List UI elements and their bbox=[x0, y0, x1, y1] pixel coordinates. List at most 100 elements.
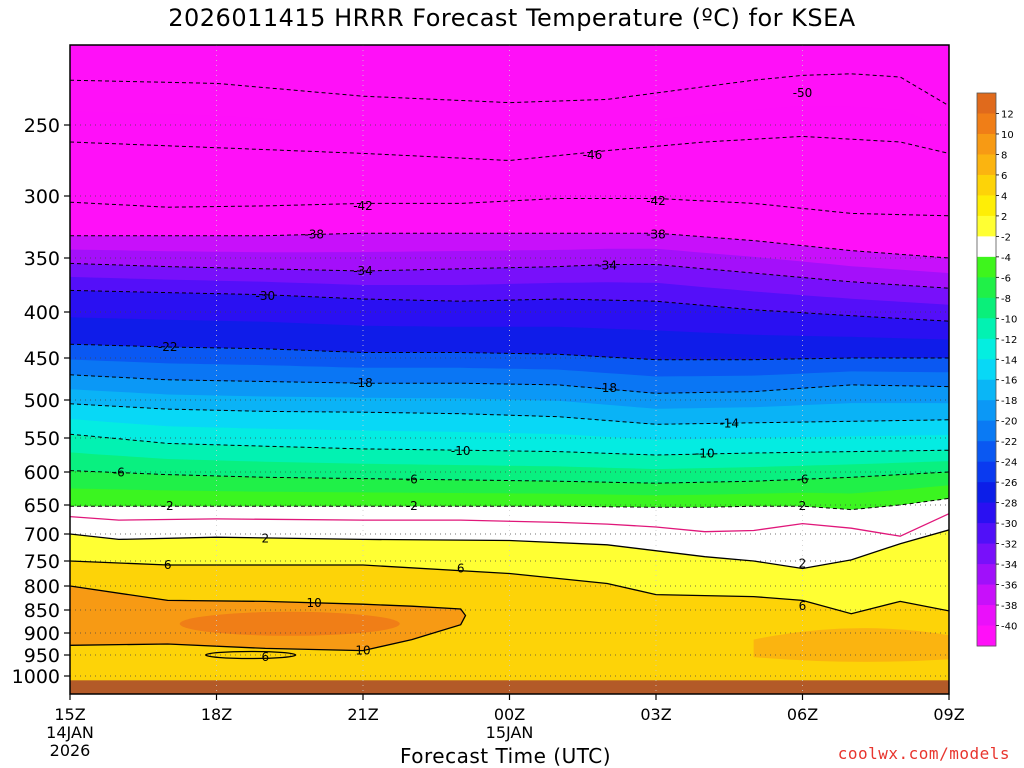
colorbar-cell-15 bbox=[977, 400, 996, 422]
xtick-label-03Z: 03Z bbox=[640, 705, 671, 724]
xtick-sublabel-15JAN: 15JAN bbox=[486, 723, 534, 742]
isotherm--18 bbox=[70, 374, 949, 394]
colorbar-label-15: -20 bbox=[1001, 417, 1017, 428]
isotherm-6 bbox=[70, 560, 949, 615]
credit-link[interactable]: coolwx.com/models bbox=[837, 744, 1010, 763]
ytick-label-450: 450 bbox=[24, 348, 60, 370]
colorbar-cell-5 bbox=[977, 195, 996, 217]
colorbar-label-22: -34 bbox=[1001, 560, 1017, 571]
isotherm-label-19: -2 bbox=[406, 499, 418, 513]
colorbar-cell-20 bbox=[977, 502, 996, 524]
ytick-label-500: 500 bbox=[24, 390, 60, 412]
warm-core-inner bbox=[179, 611, 400, 636]
isotherm-label-9: -22 bbox=[158, 340, 178, 354]
isotherm-label-4: -38 bbox=[304, 227, 324, 241]
xtick-label-15Z: 15Z bbox=[54, 705, 85, 724]
subband-3 bbox=[70, 317, 949, 360]
xtick-label-21Z: 21Z bbox=[347, 705, 378, 724]
colorbar-cell-26 bbox=[977, 625, 996, 647]
colorbar-label-21: -32 bbox=[1001, 540, 1017, 551]
xtick-sublabel-14JAN: 14JAN bbox=[46, 723, 94, 742]
isotherm--46 bbox=[70, 135, 949, 162]
ytick-label-300: 300 bbox=[24, 186, 60, 208]
subband-1 bbox=[70, 248, 949, 289]
subband-0 bbox=[70, 105, 949, 161]
xtick-label-18Z: 18Z bbox=[201, 705, 232, 724]
isotherm-label-26: 10 bbox=[307, 596, 322, 610]
colorbar-label-0: 12 bbox=[1001, 109, 1014, 120]
colorbar-cell-18 bbox=[977, 461, 996, 483]
colorbar-cell-13 bbox=[977, 359, 996, 381]
colorbar-label-3: 6 bbox=[1001, 171, 1007, 182]
subband-2 bbox=[70, 276, 949, 322]
colorbar-label-11: -12 bbox=[1001, 335, 1017, 346]
subband-6 bbox=[70, 419, 949, 455]
isotherm-6-small bbox=[205, 650, 297, 660]
subband-8 bbox=[70, 485, 949, 510]
isotherm-label-28: 6 bbox=[262, 650, 270, 664]
ytick-label-900: 900 bbox=[24, 623, 60, 645]
subband-7 bbox=[70, 452, 949, 484]
ytick-label-600: 600 bbox=[24, 462, 60, 484]
isotherm-label-21: 2 bbox=[262, 531, 270, 545]
ytick-label-650: 650 bbox=[24, 495, 60, 517]
colorbar-cell-9 bbox=[977, 277, 996, 299]
colorbar-cell-21 bbox=[977, 523, 996, 545]
colorbar-label-6: -2 bbox=[1001, 232, 1011, 243]
colorbar-cell-6 bbox=[977, 215, 996, 237]
band-above-6 bbox=[70, 561, 949, 694]
isotherm-label-8: -30 bbox=[256, 289, 276, 303]
colorbar-cell-11 bbox=[977, 318, 996, 340]
isotherm-label-15: -6 bbox=[113, 466, 125, 480]
isotherm-label-27: 10 bbox=[355, 644, 370, 658]
isotherm-label-14: -10 bbox=[695, 447, 715, 461]
ytick-label-350: 350 bbox=[24, 248, 60, 270]
colorbar-label-19: -28 bbox=[1001, 499, 1017, 510]
colorbar-cell-1 bbox=[977, 113, 996, 135]
colorbar-label-20: -30 bbox=[1001, 519, 1017, 530]
colorbar-cell-7 bbox=[977, 236, 996, 258]
colorbar-cell-23 bbox=[977, 564, 996, 586]
colorbar-label-2: 8 bbox=[1001, 150, 1007, 161]
colorbar-label-7: -4 bbox=[1001, 253, 1011, 264]
chart-title: 2026011415 HRRR Forecast Temperature (ºC… bbox=[168, 4, 856, 32]
colorbar-label-25: -40 bbox=[1001, 622, 1017, 633]
colorbar-cell-17 bbox=[977, 441, 996, 463]
warm-patch-right bbox=[753, 628, 949, 662]
colorbar: 12 10 8 6 4 2 -2 -4 -6 -8 -10 -12 -14 -16 -18 -20 -22 -24… bbox=[976, 92, 1017, 647]
isotherm-label-23: 6 bbox=[164, 558, 172, 572]
isotherm-lines bbox=[70, 73, 949, 660]
temperature-fill bbox=[70, 45, 949, 694]
xtick-label-06Z: 06Z bbox=[787, 705, 818, 724]
colorbar-cell-4 bbox=[977, 174, 996, 196]
isotherm-label-25: 6 bbox=[799, 599, 807, 613]
y-axis: 2503003504004505005506006507007508008509… bbox=[12, 115, 70, 688]
isotherm-label-17: -6 bbox=[797, 472, 809, 486]
isotherm--34 bbox=[70, 262, 949, 289]
isotherm-0 bbox=[70, 513, 949, 537]
isotherm-label-6: -34 bbox=[353, 264, 373, 278]
colorbar-cell-25 bbox=[977, 605, 996, 627]
colorbar-label-8: -6 bbox=[1001, 273, 1011, 284]
ytick-label-700: 700 bbox=[24, 524, 60, 546]
subband-5 bbox=[70, 389, 949, 425]
x-axis-label: Forecast Time (UTC) bbox=[400, 744, 612, 768]
ground-band bbox=[70, 680, 949, 694]
colorbar-label-16: -22 bbox=[1001, 437, 1017, 448]
colorbar-label-4: 4 bbox=[1001, 191, 1007, 202]
colorbar-cell-12 bbox=[977, 338, 996, 360]
colorbar-label-24: -38 bbox=[1001, 601, 1017, 612]
colorbar-cell-8 bbox=[977, 256, 996, 278]
isotherm-label-7: -34 bbox=[597, 259, 617, 273]
isotherm-label-22: 2 bbox=[799, 557, 807, 571]
colorbar-label-1: 10 bbox=[1001, 130, 1014, 141]
isotherm-label-1: -46 bbox=[583, 148, 603, 162]
colorbar-cell-16 bbox=[977, 420, 996, 442]
colorbar-cell-24 bbox=[977, 584, 996, 606]
ytick-label-750: 750 bbox=[24, 551, 60, 573]
isotherm--50 bbox=[70, 73, 949, 107]
colorbar-label-14: -18 bbox=[1001, 396, 1017, 407]
colorbar-label-13: -16 bbox=[1001, 376, 1017, 387]
colorbar-cell-10 bbox=[977, 297, 996, 319]
grid-lines bbox=[70, 45, 949, 694]
